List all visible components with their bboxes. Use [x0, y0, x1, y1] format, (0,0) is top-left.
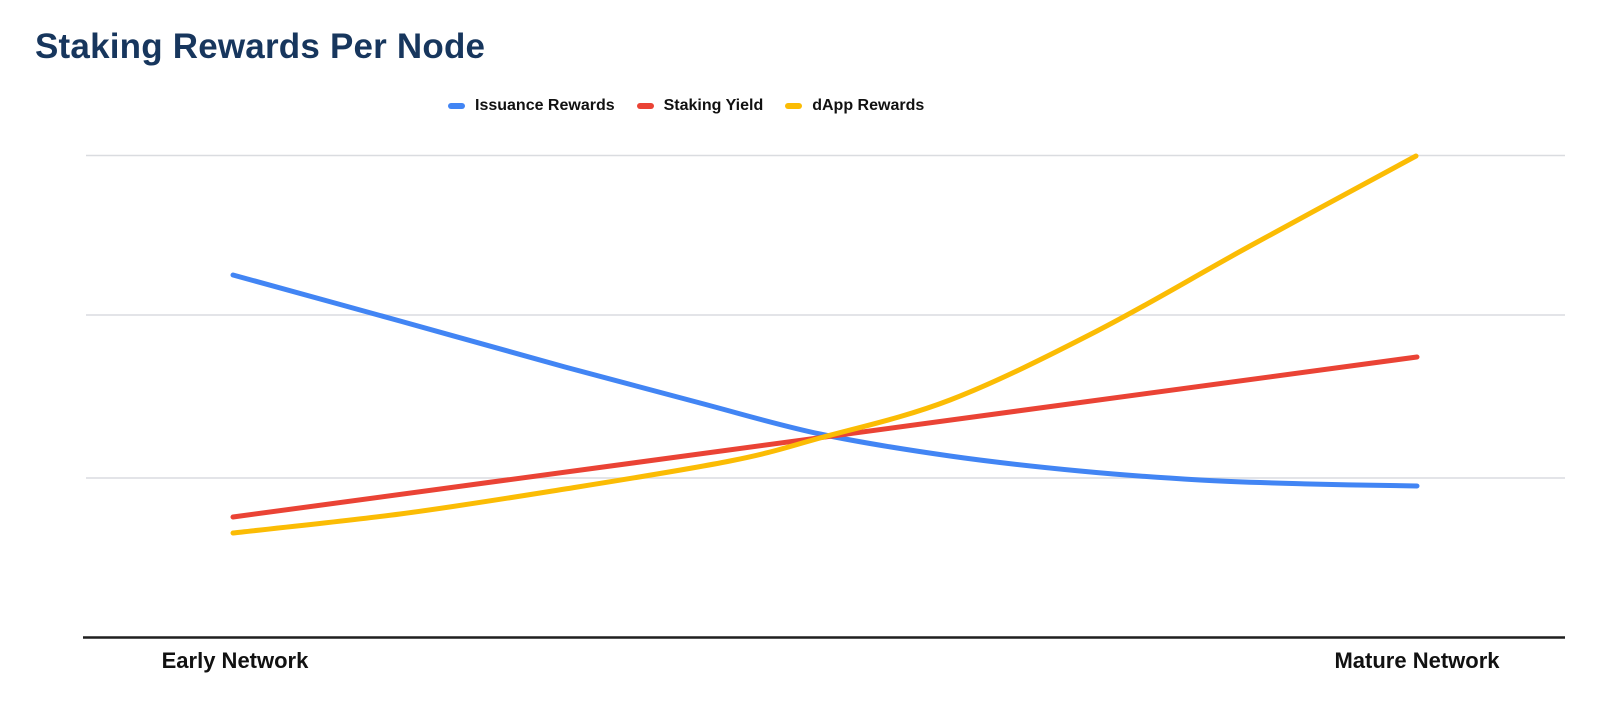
legend-marker-dapp-icon: [785, 103, 803, 109]
legend-marker-staking-icon: [636, 103, 654, 109]
series-line-dapp-rewards[interactable]: [230, 153, 1419, 536]
legend-label-staking: Staking Yield: [663, 97, 764, 114]
legend-item-dapp-rewards[interactable]: dApp Rewards: [785, 97, 924, 115]
legend: Issuance Rewards Staking Yield dApp Rewa…: [448, 97, 924, 115]
x-axis-label-early-network: Early Network: [161, 648, 309, 673]
legend-item-issuance-rewards[interactable]: Issuance Rewards: [448, 97, 615, 115]
series-line-issuance-rewards[interactable]: [230, 272, 1420, 489]
legend-item-staking-yield[interactable]: Staking Yield: [636, 97, 764, 115]
legend-marker-issuance-icon: [448, 103, 465, 109]
legend-label-issuance: Issuance Rewards: [475, 97, 615, 114]
legend-label-dapp: dApp Rewards: [812, 97, 925, 114]
x-axis-label-mature-network: Mature Network: [1334, 648, 1500, 673]
chart-title: Staking Rewards Per Node: [35, 27, 486, 66]
